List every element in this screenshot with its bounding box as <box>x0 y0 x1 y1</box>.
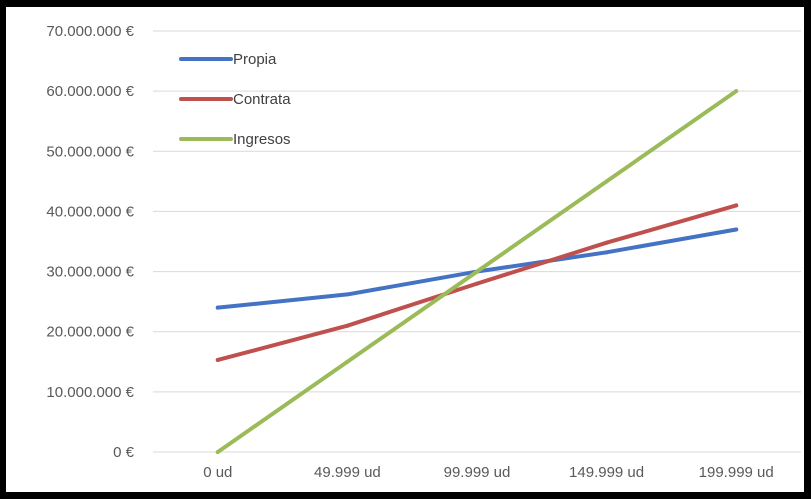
legend-label-propia: Propia <box>233 51 277 68</box>
data-point-ingresos <box>215 450 220 454</box>
chart-area: 0 € 10.000.000 € 20.000.000 € 30.000.000 € 4… <box>6 7 804 492</box>
y-tick-label: 60.000.000 € <box>46 83 134 100</box>
y-tick-label: 10.000.000 € <box>46 384 134 401</box>
data-point-contrata <box>604 240 609 245</box>
x-tick-label: 49.999 ud <box>314 464 381 481</box>
data-point-contrata <box>734 203 739 208</box>
y-tick-label: 0 € <box>113 444 135 461</box>
series-line-propia <box>215 227 739 310</box>
legend-label-contrata: Contrata <box>233 91 291 108</box>
x-tick-label: 0 ud <box>203 464 232 481</box>
data-point-contrata <box>345 323 350 328</box>
x-tick-label: 99.999 ud <box>444 464 511 481</box>
data-point-contrata <box>475 281 479 286</box>
data-point-ingresos <box>475 269 479 274</box>
data-point-propia <box>215 305 220 310</box>
data-point-ingresos <box>345 359 350 364</box>
data-point-ingresos <box>604 179 609 184</box>
data-point-ingresos <box>734 89 739 94</box>
y-tick-label: 20.000.000 € <box>46 324 134 341</box>
y-tick-label: 40.000.000 € <box>46 203 134 220</box>
data-point-propia <box>604 250 609 255</box>
data-point-contrata <box>215 357 220 362</box>
x-tick-label: 199.999 ud <box>699 464 774 481</box>
y-tick-label: 70.000.000 € <box>46 23 134 40</box>
data-point-propia <box>734 227 739 232</box>
y-tick-label: 30.000.000 € <box>46 264 134 281</box>
legend-label-ingresos: Ingresos <box>233 131 291 148</box>
x-tick-label: 149.999 ud <box>569 464 644 481</box>
data-point-propia <box>345 292 350 297</box>
y-tick-label: 50.000.000 € <box>46 143 134 160</box>
line-chart: 0 € 10.000.000 € 20.000.000 € 30.000.000 € 4… <box>46 23 801 481</box>
